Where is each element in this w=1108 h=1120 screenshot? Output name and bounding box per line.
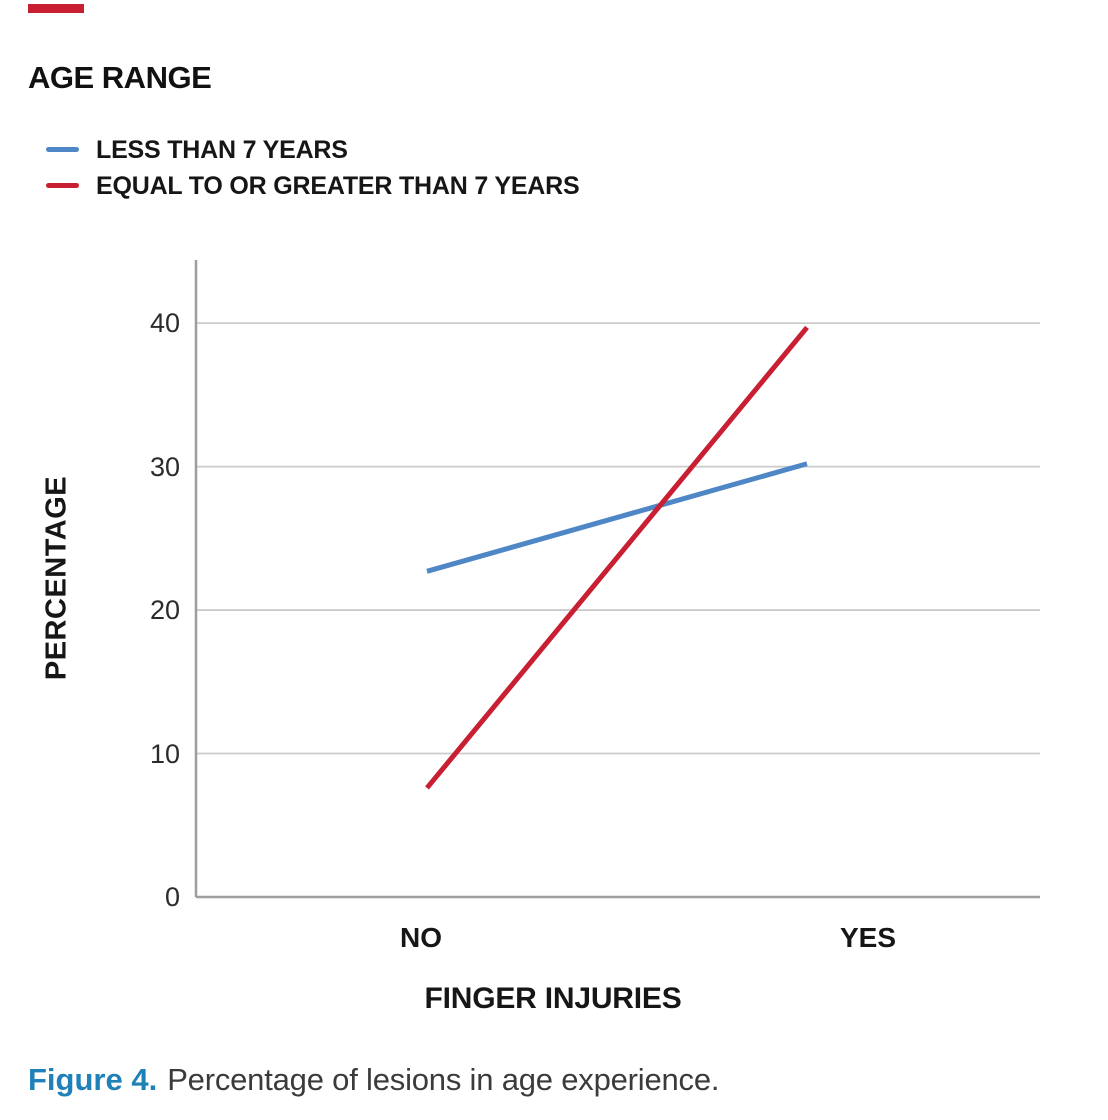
x-axis-title: FINGER INJURIES: [424, 982, 682, 1015]
legend-line-swatch-red: [46, 183, 79, 188]
y-tick-label-30: 30: [149, 451, 180, 482]
x-category-label-yes: YES: [839, 922, 897, 953]
figure-caption: Figure 4. Percentage of lesions in age ex…: [28, 1058, 719, 1102]
accent-bar: [28, 4, 84, 13]
series-line-0: [426, 461, 808, 574]
figure-caption-text: Percentage of lesions in age experience.: [167, 1062, 720, 1097]
series-line-1: [425, 325, 809, 790]
legend-item-label: EQUAL TO OR GREATER THAN 7 YEARS: [96, 172, 580, 200]
y-tick-label-20: 20: [149, 595, 180, 626]
y-tick-label-10: 10: [149, 738, 180, 769]
legend-line-swatch-blue: [46, 147, 79, 152]
legend-item-label: LESS THAN 7 YEARS: [96, 136, 348, 164]
x-category-label-no: NO: [400, 922, 442, 953]
y-tick-label-40: 40: [149, 308, 180, 339]
y-tick-label-0: 0: [164, 882, 180, 912]
y-axis-title: PERCENTAGE: [40, 475, 73, 681]
legend-title: AGE RANGE: [28, 60, 212, 95]
figure-caption-label: Figure 4.: [28, 1062, 158, 1097]
